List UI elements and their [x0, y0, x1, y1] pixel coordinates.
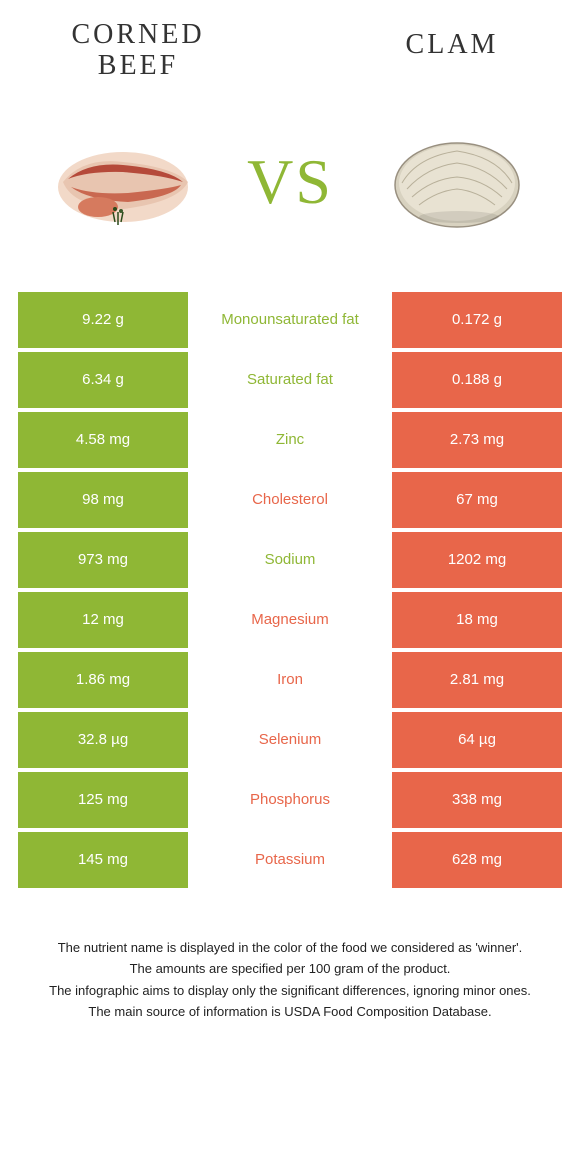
- value-left: 98 mg: [18, 472, 188, 528]
- corned-beef-icon: [43, 127, 203, 237]
- table-row: 145 mgPotassium628 mg: [18, 832, 562, 888]
- value-right: 0.188 g: [392, 352, 562, 408]
- comparison-table: 9.22 gMonounsaturated fat0.172 g6.34 gSa…: [18, 292, 562, 888]
- value-right: 2.73 mg: [392, 412, 562, 468]
- table-row: 4.58 mgZinc2.73 mg: [18, 412, 562, 468]
- nutrient-label: Selenium: [192, 712, 388, 768]
- footer-notes: The nutrient name is displayed in the co…: [18, 938, 562, 1022]
- value-right: 18 mg: [392, 592, 562, 648]
- value-left: 9.22 g: [18, 292, 188, 348]
- value-right: 67 mg: [392, 472, 562, 528]
- value-left: 6.34 g: [18, 352, 188, 408]
- clam-icon: [377, 127, 537, 237]
- nutrient-label: Iron: [192, 652, 388, 708]
- value-right: 338 mg: [392, 772, 562, 828]
- table-row: 12 mgMagnesium18 mg: [18, 592, 562, 648]
- title-right: CLAM: [372, 20, 532, 61]
- footer-line: The nutrient name is displayed in the co…: [28, 938, 552, 958]
- infographic-container: CORNED BEEF CLAM VS: [0, 0, 580, 1044]
- value-right: 64 µg: [392, 712, 562, 768]
- food-image-left: [38, 122, 208, 242]
- nutrient-label: Zinc: [192, 412, 388, 468]
- value-left: 1.86 mg: [18, 652, 188, 708]
- value-left: 973 mg: [18, 532, 188, 588]
- food-image-right: [372, 122, 542, 242]
- value-left: 12 mg: [18, 592, 188, 648]
- nutrient-label: Magnesium: [192, 592, 388, 648]
- value-right: 2.81 mg: [392, 652, 562, 708]
- image-row: VS: [18, 112, 562, 252]
- value-right: 628 mg: [392, 832, 562, 888]
- nutrient-label: Monounsaturated fat: [192, 292, 388, 348]
- footer-line: The amounts are specified per 100 gram o…: [28, 959, 552, 979]
- header-row: CORNED BEEF CLAM: [18, 20, 562, 82]
- table-row: 98 mgCholesterol67 mg: [18, 472, 562, 528]
- footer-line: The main source of information is USDA F…: [28, 1002, 552, 1022]
- vs-label: VS: [247, 145, 333, 219]
- nutrient-label: Phosphorus: [192, 772, 388, 828]
- table-row: 6.34 gSaturated fat0.188 g: [18, 352, 562, 408]
- table-row: 32.8 µgSelenium64 µg: [18, 712, 562, 768]
- table-row: 1.86 mgIron2.81 mg: [18, 652, 562, 708]
- nutrient-label: Cholesterol: [192, 472, 388, 528]
- table-row: 9.22 gMonounsaturated fat0.172 g: [18, 292, 562, 348]
- nutrient-label: Saturated fat: [192, 352, 388, 408]
- table-row: 973 mgSodium1202 mg: [18, 532, 562, 588]
- nutrient-label: Sodium: [192, 532, 388, 588]
- value-left: 145 mg: [18, 832, 188, 888]
- value-left: 4.58 mg: [18, 412, 188, 468]
- title-left: CORNED BEEF: [48, 20, 228, 82]
- nutrient-label: Potassium: [192, 832, 388, 888]
- table-row: 125 mgPhosphorus338 mg: [18, 772, 562, 828]
- value-left: 125 mg: [18, 772, 188, 828]
- value-left: 32.8 µg: [18, 712, 188, 768]
- value-right: 0.172 g: [392, 292, 562, 348]
- footer-line: The infographic aims to display only the…: [28, 981, 552, 1001]
- value-right: 1202 mg: [392, 532, 562, 588]
